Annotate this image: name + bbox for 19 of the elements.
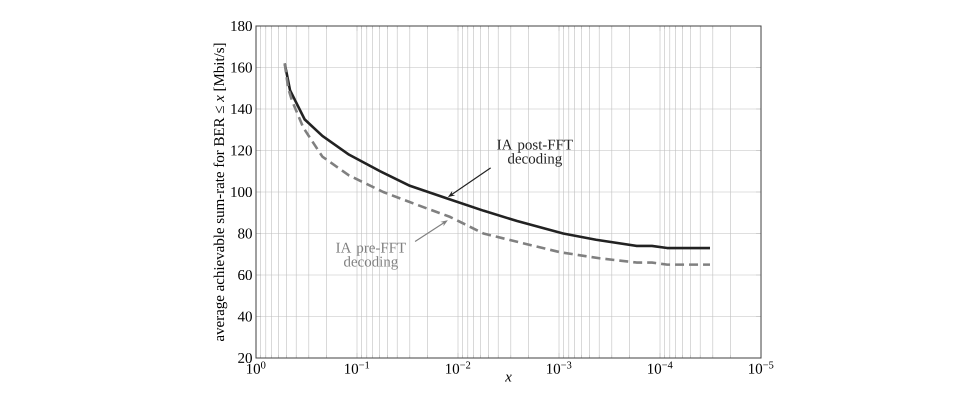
y-tick-label: 80 <box>238 228 252 239</box>
x-tick-label: 10$^{−4}$ <box>648 362 673 374</box>
x-tick-label: 10$^{−3}$ <box>547 362 572 374</box>
y-tick-label: 160 <box>231 62 252 73</box>
annotation: IA pre-FFT decoding <box>336 242 406 270</box>
y-tick-label: 20 <box>238 352 252 364</box>
y-tick-label: 140 <box>231 104 252 114</box>
annotation: IA post-FFT decoding <box>497 140 573 167</box>
y-tick-label: 180 <box>231 20 252 32</box>
y-tick-label: 100 <box>231 186 252 198</box>
x-tick-label: 10$^{−2}$ <box>446 362 470 374</box>
y-tick-label: 40 <box>238 311 252 322</box>
x-tick-label: 10$^{−1}$ <box>345 362 370 374</box>
x-tick-label: 10$^{0}$ <box>246 362 266 374</box>
x-tick-label: 10$^{−5}$ <box>749 362 774 374</box>
y-tick-label: 120 <box>231 145 252 156</box>
x-axis-title: x <box>505 374 512 382</box>
y-tick-label: 60 <box>238 270 252 280</box>
y-axis-title: average achievable sum-rate for BER ≤ x [Mbit/s] <box>213 44 228 342</box>
